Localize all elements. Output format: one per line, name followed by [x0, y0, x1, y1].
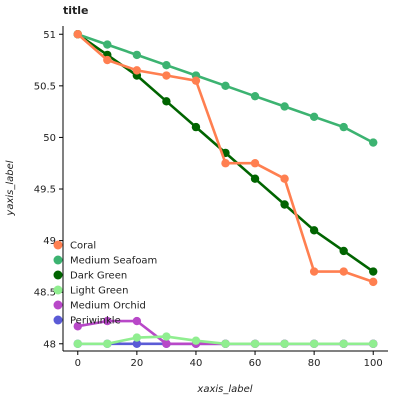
data-point-dark-green	[162, 97, 171, 106]
legend-label-medium-seafoam: Medium Seafoam	[70, 256, 157, 267]
data-point-dark-green	[309, 226, 319, 235]
x-tick-label: 0	[75, 358, 81, 369]
legend: Periwinkle Medium Orchid Light Green Dark G…	[53, 240, 157, 327]
legend-marker-coral	[53, 240, 63, 250]
x-tick-label: 80	[308, 358, 321, 369]
data-point-coral	[162, 71, 171, 80]
data-point-medium-seafoam	[162, 61, 171, 70]
y-tick-label: 49	[43, 236, 56, 247]
data-point-medium-seafoam	[280, 102, 289, 111]
data-point-periwinkle	[132, 339, 142, 348]
legend-label-periwinkle: Periwinkle	[70, 316, 121, 327]
data-point-medium-orchid	[73, 322, 82, 331]
data-point-dark-green	[280, 200, 289, 209]
data-point-light-green	[250, 339, 260, 348]
data-point-dark-green	[369, 267, 378, 276]
data-point-light-green	[73, 339, 82, 348]
data-point-medium-seafoam	[250, 91, 260, 101]
y-tick-label: 48	[43, 339, 56, 350]
data-point-coral	[280, 174, 289, 183]
y-tick-label: 48.5	[34, 288, 56, 299]
x-tick-label: 100	[364, 358, 383, 369]
data-point-light-green	[191, 336, 201, 345]
data-point-coral	[132, 66, 142, 75]
data-point-dark-green	[250, 174, 260, 183]
chart-title: title	[63, 4, 89, 17]
data-point-coral	[191, 76, 201, 85]
x-tick-label: 40	[190, 358, 203, 369]
legend-marker-dark-green	[53, 270, 63, 280]
legend-label-medium-orchid: Medium Orchid	[70, 301, 146, 312]
data-point-coral	[103, 55, 112, 65]
y-tick-label: 50.5	[34, 81, 56, 92]
plot-area: 48 48.5 49 49.5 50 50.5 51 0 20 40 60 80 100	[34, 26, 388, 369]
y-ticks: 48 48.5 49 49.5 50 50.5 51	[34, 30, 63, 350]
series-line-coral	[76, 33, 374, 284]
data-point-medium-seafoam	[103, 40, 112, 49]
y-tick-label: 49.5	[34, 185, 56, 196]
data-point-coral	[339, 267, 348, 276]
data-point-coral	[369, 277, 378, 287]
data-point-dark-green	[339, 246, 348, 256]
x-axis-label: xaxis_label	[196, 384, 252, 395]
series-group	[73, 30, 378, 348]
data-point-medium-orchid	[162, 339, 171, 348]
data-point-light-green	[132, 333, 142, 342]
legend-marker-periwinkle	[53, 315, 63, 325]
data-point-medium-seafoam	[132, 50, 142, 60]
data-point-light-green	[309, 339, 319, 348]
data-point-light-green	[280, 339, 289, 348]
data-point-coral	[221, 159, 230, 168]
data-point-coral	[73, 30, 82, 39]
x-tick-label: 60	[249, 358, 262, 369]
legend-label-dark-green: Dark Green	[70, 271, 127, 282]
data-point-medium-seafoam	[309, 112, 319, 121]
data-point-light-green	[221, 339, 230, 348]
data-point-medium-seafoam	[221, 81, 230, 91]
data-point-light-green	[339, 339, 348, 348]
x-tick-label: 20	[130, 358, 143, 369]
legend-label-light-green: Light Green	[70, 286, 128, 297]
x-ticks: 0 20 40 60 80 100	[75, 351, 383, 369]
y-tick-label: 50	[43, 133, 56, 144]
y-tick-label: 51	[43, 30, 56, 41]
data-point-light-green	[162, 332, 171, 341]
data-point-coral	[309, 267, 319, 276]
data-point-dark-green	[191, 122, 201, 132]
data-point-light-green	[369, 339, 378, 348]
y-axis-label: yaxis_label	[5, 160, 16, 216]
legend-marker-medium-orchid	[53, 300, 63, 310]
data-point-coral	[250, 159, 260, 168]
legend-marker-medium-seafoam	[53, 255, 63, 265]
data-point-light-green	[103, 339, 112, 348]
data-point-medium-seafoam	[339, 122, 348, 132]
legend-marker-light-green	[53, 285, 63, 295]
data-point-medium-seafoam	[369, 138, 378, 147]
legend-label-coral: Coral	[70, 241, 96, 252]
data-point-medium-orchid	[103, 316, 112, 326]
data-point-medium-orchid	[132, 316, 142, 326]
